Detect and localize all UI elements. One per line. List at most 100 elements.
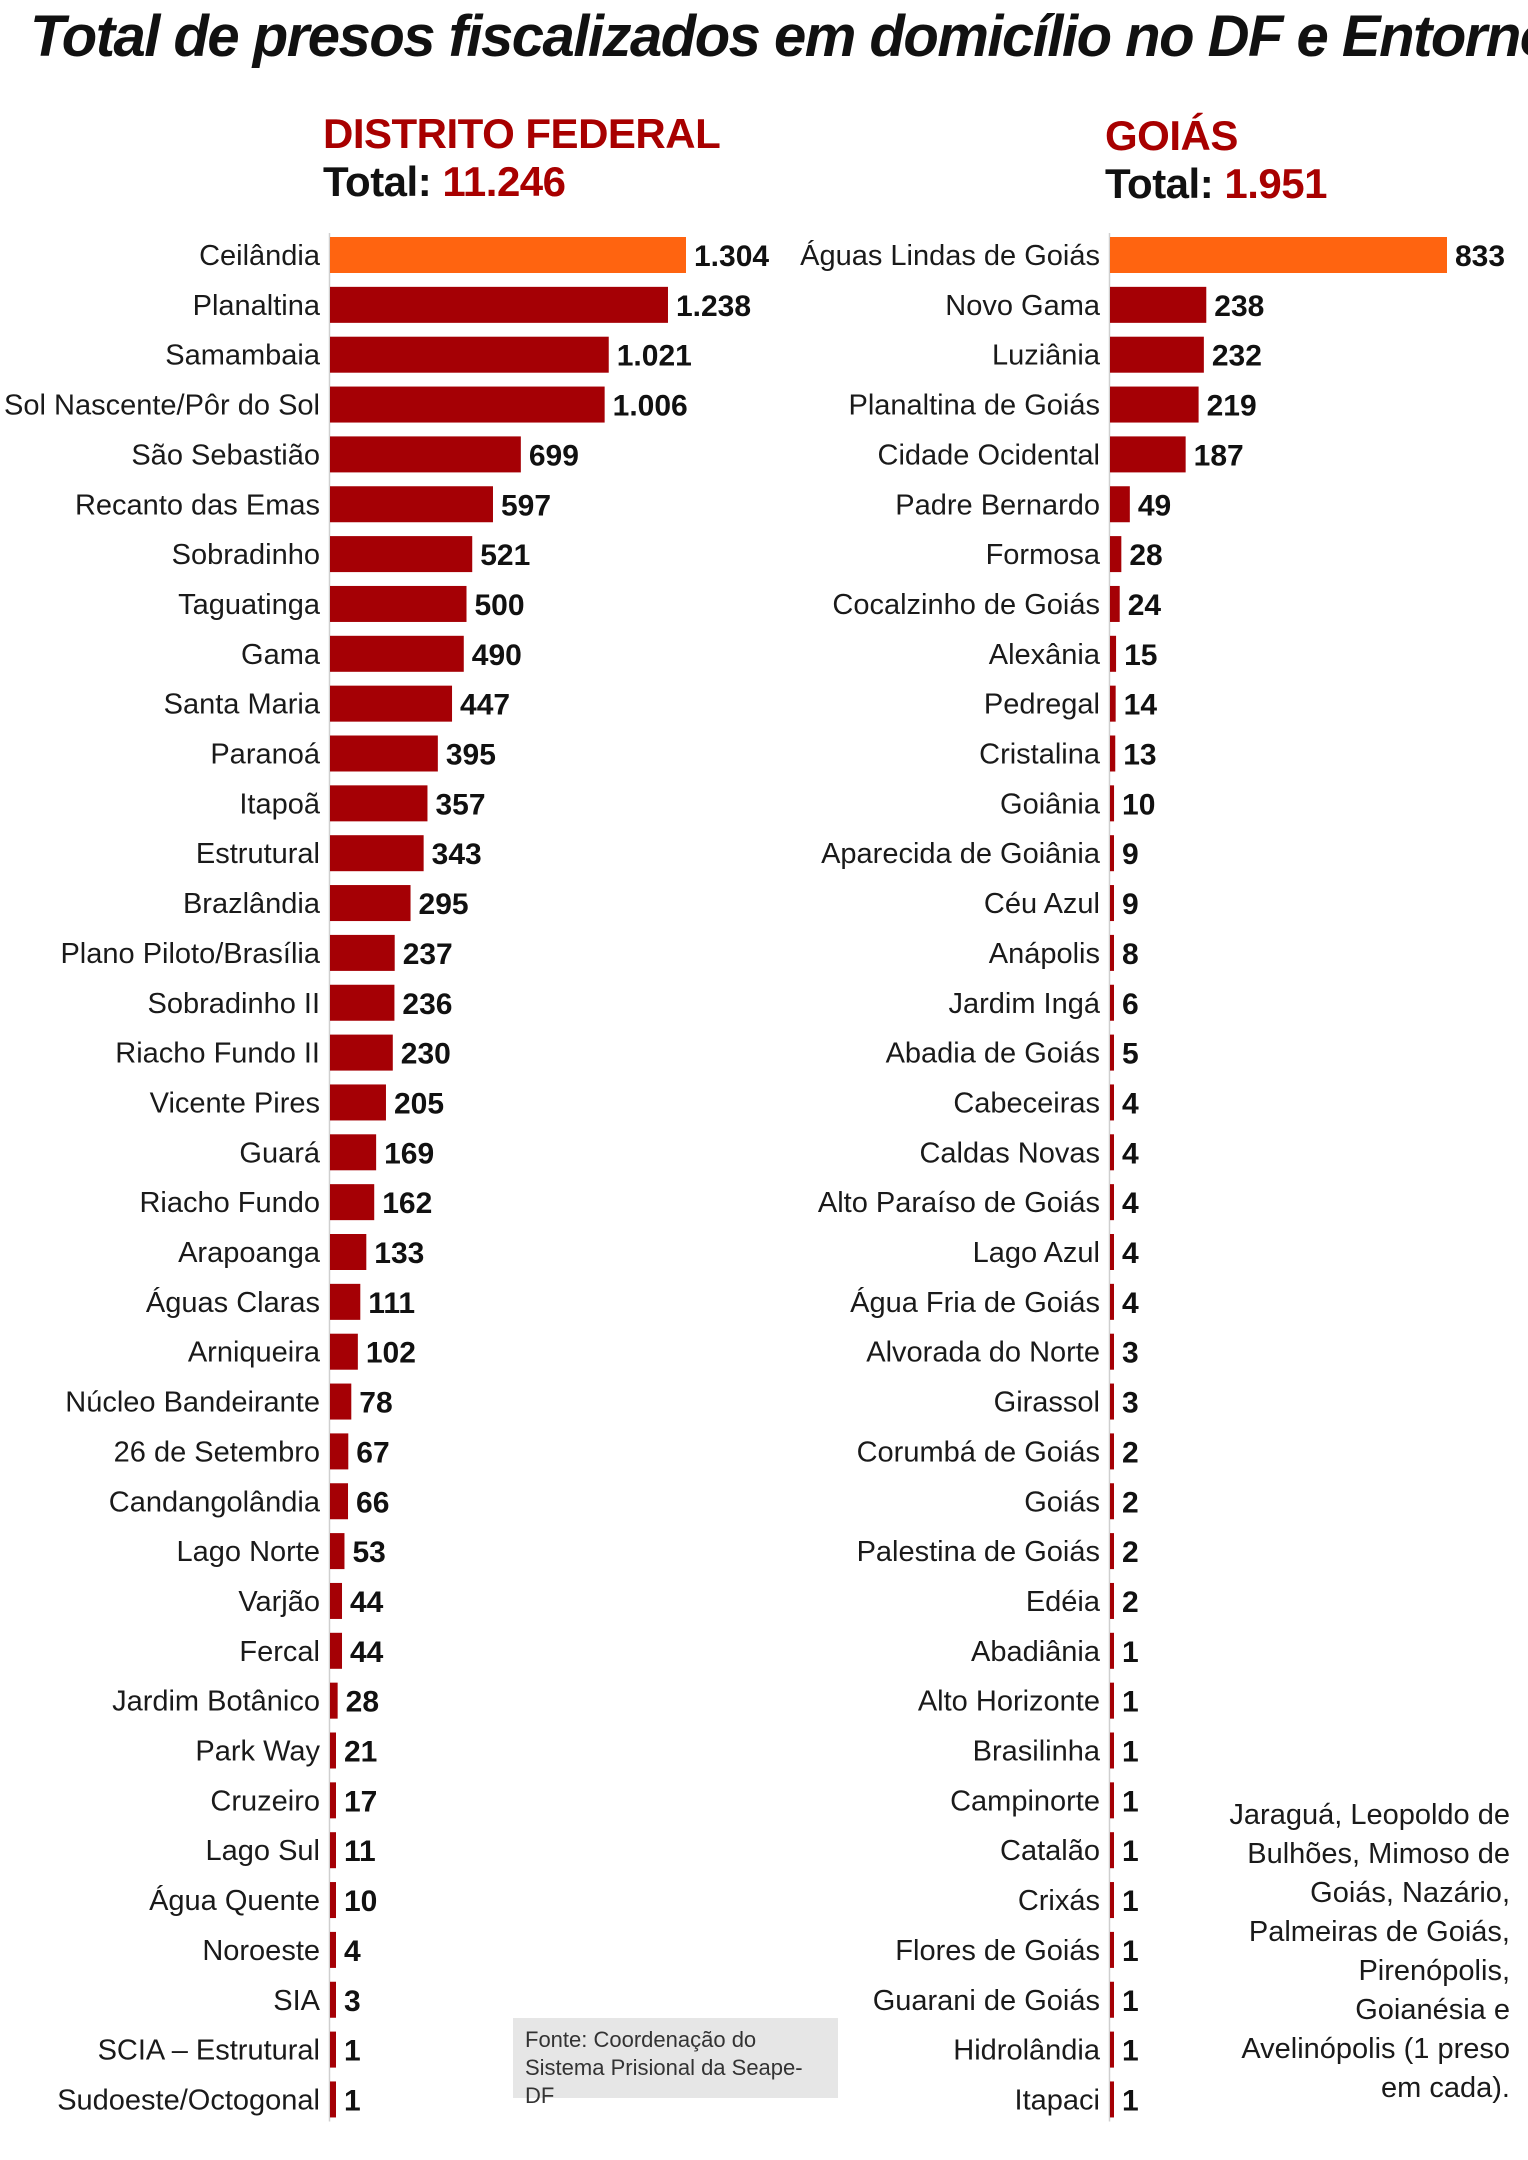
goias-category-label: Goiás: [1024, 1486, 1100, 1518]
goias-value-label: 9: [1122, 888, 1139, 921]
df-bar: [330, 536, 473, 573]
goias-bar: [1110, 1931, 1114, 1968]
df-bar: [330, 436, 521, 473]
goias-value-label: 1: [1122, 2084, 1139, 2117]
goias-bar: [1110, 1084, 1114, 1121]
df-bar: [330, 1084, 386, 1121]
df-category-label: Arapoanga: [178, 1237, 321, 1269]
goias-category-label: Cabeceiras: [953, 1087, 1100, 1119]
goias-value-label: 232: [1212, 340, 1262, 373]
goias-value-label: 4: [1122, 1137, 1139, 1170]
goias-value-label: 833: [1455, 240, 1505, 273]
df-value-label: 500: [475, 589, 525, 622]
goias-category-label: Catalão: [1000, 1835, 1100, 1867]
df-category-label: São Sebastião: [131, 439, 320, 471]
goias-category-label: Formosa: [986, 539, 1101, 571]
df-value-label: 490: [472, 639, 522, 672]
goias-category-label: Guarani de Goiás: [873, 1985, 1100, 2017]
goias-value-label: 2: [1122, 1536, 1139, 1569]
goias-value-label: 13: [1123, 739, 1156, 772]
goias-bar: [1110, 835, 1114, 872]
goias-value-label: 8: [1122, 938, 1139, 971]
goias-total-value: 1.951: [1224, 160, 1327, 207]
goias-value-label: 1: [1122, 2035, 1139, 2068]
goias-bar: [1110, 486, 1130, 523]
goias-value-label: 24: [1128, 589, 1162, 622]
df-value-label: 21: [344, 1736, 377, 1769]
goias-bar: [1110, 1184, 1114, 1221]
goias-category-label: Novo Gama: [945, 290, 1101, 322]
goias-bar: [1110, 1632, 1114, 1669]
df-value-label: 17: [344, 1785, 377, 1818]
goias-category-label: Girassol: [994, 1387, 1100, 1419]
chart-title: Total de presos fiscalizados em domicíli…: [30, 4, 1528, 69]
df-category-label: Água Quente: [149, 1884, 320, 1917]
goias-bar: [1110, 885, 1114, 922]
df-bar: [330, 735, 438, 772]
df-value-label: 521: [480, 539, 530, 572]
goias-value-label: 1: [1122, 1686, 1139, 1719]
goias-value-label: 10: [1122, 788, 1155, 821]
goias-category-label: Anápolis: [989, 938, 1100, 970]
df-bar: [330, 685, 453, 722]
df-value-label: 1.006: [613, 390, 688, 423]
goias-value-label: 9: [1122, 838, 1139, 871]
df-chart: Ceilândia 1.304 Planaltina 1.238 Samambaia 1.…: [4, 233, 769, 2122]
goias-bar: [1110, 1234, 1114, 1270]
df-category-label: Recanto das Emas: [75, 489, 320, 521]
df-bar: [330, 885, 411, 922]
df-category-label: Fercal: [239, 1636, 320, 1668]
df-category-label: Varjão: [238, 1586, 320, 1618]
goias-category-label: Alto Paraíso de Goiás: [818, 1187, 1100, 1219]
goias-bar: [1110, 1882, 1114, 1919]
df-value-label: 10: [344, 1885, 377, 1918]
goias-category-label: Brasilinha: [973, 1736, 1101, 1768]
goias-total-label: Total:: [1105, 160, 1214, 207]
goias-value-label: 3: [1122, 1387, 1139, 1420]
goias-category-label: Caldas Novas: [919, 1137, 1100, 1169]
df-value-label: 169: [384, 1137, 434, 1170]
df-total-label: Total:: [323, 158, 432, 205]
goias-category-label: Jardim Ingá: [948, 988, 1100, 1020]
goias-panel-name: GOIÁS: [1105, 112, 1238, 159]
df-value-label: 1.021: [617, 340, 692, 373]
goias-category-label: Planaltina de Goiás: [849, 390, 1101, 422]
goias-value-label: 1: [1122, 1736, 1139, 1769]
goias-category-label: Águas Lindas de Goiás: [800, 239, 1100, 272]
df-category-label: Planaltina: [193, 290, 321, 322]
goias-value-label: 1: [1122, 1935, 1139, 1968]
df-category-label: Estrutural: [196, 838, 320, 870]
goias-value-label: 4: [1122, 1287, 1139, 1320]
goias-bar: [1110, 237, 1447, 273]
goias-bar: [1110, 785, 1115, 822]
df-value-label: 699: [529, 439, 579, 472]
goias-value-label: 5: [1122, 1038, 1139, 1071]
df-category-label: Lago Sul: [206, 1835, 321, 1867]
goias-category-label: Alto Horizonte: [918, 1686, 1100, 1718]
goias-value-label: 187: [1194, 439, 1244, 472]
df-value-label: 44: [350, 1586, 384, 1619]
goias-bar: [1110, 585, 1120, 622]
df-bar: [330, 1483, 349, 1520]
goias-category-label: Alexânia: [989, 639, 1101, 671]
df-bar: [330, 1533, 345, 1570]
df-value-label: 53: [352, 1536, 385, 1569]
df-value-label: 102: [366, 1337, 416, 1370]
goias-category-label: Palestina de Goiás: [857, 1536, 1100, 1568]
goias-value-label: 1: [1122, 1636, 1139, 1669]
goias-category-label: Cidade Ocidental: [878, 439, 1100, 471]
goias-category-label: Cocalzinho de Goiás: [832, 589, 1100, 621]
df-bar: [330, 1782, 336, 1819]
df-bar: [330, 1234, 367, 1270]
df-value-label: 28: [346, 1686, 379, 1719]
df-panel-header: DISTRITO FEDERAL Total: 11.246: [323, 110, 721, 206]
df-value-label: 343: [432, 838, 482, 871]
df-value-label: 1.238: [676, 290, 751, 323]
df-value-label: 133: [374, 1237, 424, 1270]
df-category-label: Gama: [241, 639, 321, 671]
df-category-label: Taguatinga: [178, 589, 321, 621]
goias-value-label: 4: [1122, 1087, 1139, 1120]
goias-bar: [1110, 1383, 1114, 1420]
df-category-label: Guará: [239, 1137, 320, 1169]
goias-category-label: Lago Azul: [973, 1237, 1100, 1269]
